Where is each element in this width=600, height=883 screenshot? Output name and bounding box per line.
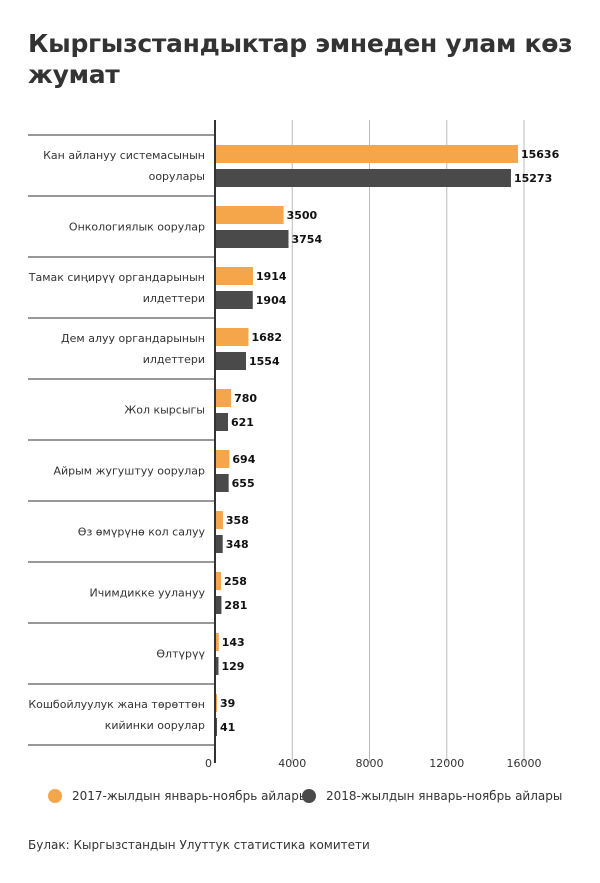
data-label: 15273 xyxy=(514,172,552,185)
legend-item-2018: 2018-жылдын январь-ноябрь айлары xyxy=(302,789,562,803)
data-label: 621 xyxy=(231,416,254,429)
bar-2018 xyxy=(216,413,228,431)
legend-label-2018: 2018-жылдын январь-ноябрь айлары xyxy=(326,789,563,803)
bar-2018 xyxy=(216,474,229,492)
category-label: Кан айлануу системасынын xyxy=(43,149,205,162)
data-label: 258 xyxy=(224,575,247,588)
data-label: 780 xyxy=(234,392,257,405)
category-label: илдеттери xyxy=(143,292,205,305)
legend-swatch-2018 xyxy=(302,789,316,803)
bar-2017 xyxy=(216,328,249,346)
category-label: кийинки оорулар xyxy=(105,719,205,732)
category-label: Өлтүрүү xyxy=(156,648,205,661)
bar-2017 xyxy=(216,389,232,407)
data-label: 281 xyxy=(224,599,247,612)
category-label: Онкологиялык оорулар xyxy=(69,221,205,234)
data-label: 1554 xyxy=(249,355,280,368)
data-label: 3500 xyxy=(287,209,318,222)
bar-2018 xyxy=(216,535,223,553)
bar-2017 xyxy=(216,694,217,712)
x-tick-label: 4000 xyxy=(278,757,306,770)
data-label: 41 xyxy=(220,721,235,734)
category-label: илдеттери xyxy=(143,353,205,366)
bar-2018 xyxy=(216,291,253,309)
x-tick-label: 16000 xyxy=(507,757,542,770)
chart-title: Кыргызстандыктар эмнеден улам көз жумат xyxy=(28,29,573,89)
data-label: 15636 xyxy=(521,148,560,161)
bar-2017 xyxy=(216,511,223,529)
category-label: оорулары xyxy=(149,170,205,183)
bar-2017 xyxy=(216,633,219,651)
bar-2017 xyxy=(216,206,284,224)
source-note: Булак: Кыргызстандын Улуттук статистика … xyxy=(28,838,370,852)
bar-2018 xyxy=(216,169,511,187)
x-tick-label: 8000 xyxy=(356,757,384,770)
data-label: 1682 xyxy=(251,331,282,344)
bar-2018 xyxy=(216,718,217,736)
data-label: 143 xyxy=(222,636,245,649)
category-label: Тамак сиңирүү органдарынын xyxy=(28,271,205,284)
data-label: 694 xyxy=(232,453,255,466)
bar-2018 xyxy=(216,657,219,675)
data-label: 348 xyxy=(226,538,249,551)
category-label: Айрым жугуштуу оорулар xyxy=(53,465,205,478)
bar-2018 xyxy=(216,596,222,614)
data-label: 655 xyxy=(232,477,255,490)
category-label: Кошбойлуулук жана төрөттөн xyxy=(28,698,205,711)
bar-2017 xyxy=(216,572,221,590)
legend-label-2017: 2017-жылдын январь-ноябрь айлары xyxy=(72,789,309,803)
data-label: 1914 xyxy=(256,270,287,283)
data-label: 3754 xyxy=(291,233,322,246)
data-label: 358 xyxy=(226,514,249,527)
category-label: Дем алуу органдарынын xyxy=(61,332,205,345)
data-label: 1904 xyxy=(256,294,287,307)
bar-2017 xyxy=(216,267,253,285)
x-tick-label: 12000 xyxy=(429,757,464,770)
category-label: Жол кырсыгы xyxy=(124,404,205,417)
data-label: 129 xyxy=(221,660,244,673)
legend-swatch-2017 xyxy=(48,789,62,803)
category-label: Ичимдикке уулануу xyxy=(90,587,206,600)
category-label: Өз өмүрүнө кол салуу xyxy=(78,526,206,539)
bar-2018 xyxy=(216,352,247,370)
legend-item-2017: 2017-жылдын январь-ноябрь айлары xyxy=(48,789,308,803)
bar-2017 xyxy=(216,450,230,468)
x-tick-label: 0 xyxy=(205,757,212,770)
bar-2018 xyxy=(216,230,289,248)
bar-2017 xyxy=(216,145,518,163)
data-label: 39 xyxy=(220,697,235,710)
